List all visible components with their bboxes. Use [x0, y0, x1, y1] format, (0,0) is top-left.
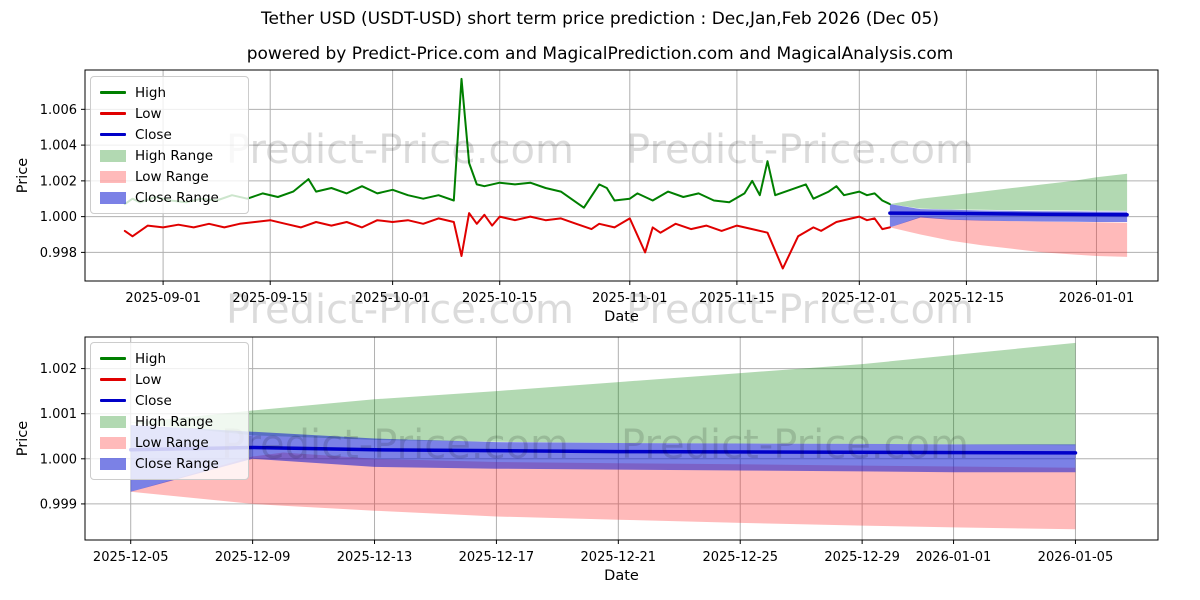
legend-label: High	[135, 84, 167, 101]
legend-label: Low Range	[135, 168, 209, 185]
legend-label: Close	[135, 126, 172, 143]
legend-item-low-range: Low Range	[100, 168, 238, 185]
legend-item-low-range: Low Range	[100, 434, 238, 451]
legend-item-close: Close	[100, 126, 238, 143]
y-tick-label: 1.002	[40, 174, 77, 189]
legend-item-high: High	[100, 84, 238, 101]
low-line	[123, 212, 891, 270]
high-line	[123, 77, 891, 209]
high-range-swatch	[100, 149, 126, 162]
x-tick-label: 2025-12-17	[459, 550, 535, 565]
watermark: Predict-Price.com	[626, 287, 974, 333]
legend-label: Close	[135, 392, 172, 409]
y-tick-label: 1.000	[40, 452, 77, 467]
y-tick-label: 1.002	[40, 362, 77, 377]
x-tick-label: 2026-01-05	[1038, 550, 1114, 565]
x-tick-label: 2025-12-01	[822, 291, 898, 306]
legend-top-chart: High Low Close High Range Low Range Close Ran…	[90, 76, 249, 214]
legend-item-high-range: High Range	[100, 413, 238, 430]
watermark: Predict-Price.com	[226, 287, 574, 333]
legend-bottom-chart: High Low Close High Range Low Range Close Ran…	[90, 342, 249, 480]
close-range-band	[130, 425, 1076, 492]
close-line	[888, 211, 1129, 217]
x-tick-label: 2026-01-01	[1059, 291, 1135, 306]
low-range-swatch	[100, 436, 126, 449]
high-swatch	[100, 91, 126, 94]
y-tick-label: 1.004	[40, 139, 77, 154]
legend-label: High Range	[135, 147, 214, 164]
x-tick-label: 2025-11-01	[592, 291, 668, 306]
high-range-swatch	[100, 415, 126, 428]
close-range-swatch	[100, 457, 126, 470]
x-tick-label: 2025-12-29	[824, 550, 900, 565]
figure-subtitle: powered by Predict-Price.com and Magical…	[246, 44, 954, 64]
legend-label: Close Range	[135, 455, 219, 472]
figure-title: Tether USD (USDT-USD) short term price p…	[261, 9, 939, 29]
legend-item-low: Low	[100, 371, 238, 388]
x-tick-label: 2025-12-15	[929, 291, 1005, 306]
close-swatch	[100, 133, 126, 136]
legend-label: High Range	[135, 413, 214, 430]
y-tick-label: 0.998	[40, 246, 77, 261]
plot-border	[84, 69, 1159, 282]
y-tick-label: 1.001	[40, 407, 77, 422]
x-tick-label: 2025-12-25	[702, 550, 778, 565]
legend-label: Low Range	[135, 434, 209, 451]
close-range-band	[889, 204, 1128, 228]
plot-border	[84, 336, 1159, 541]
low-range-swatch	[100, 170, 126, 183]
legend-item-close: Close	[100, 392, 238, 409]
x-tick-label: 2025-12-21	[581, 550, 657, 565]
x-axis-label: Date	[604, 309, 639, 325]
legend-item-low: Low	[100, 105, 238, 122]
y-axis-label: Price	[15, 421, 31, 456]
chart-forecast-detail: 2025-12-05 2025-12-09 2025-12-13 2025-12-17…	[15, 336, 1159, 584]
legend-item-high-range: High Range	[100, 147, 238, 164]
high-swatch	[100, 357, 126, 360]
low-range-band	[130, 452, 1076, 530]
y-tick-label: 1.000	[40, 210, 77, 225]
watermark: Predict-Price.com	[621, 422, 969, 468]
y-tick-label: 1.006	[40, 103, 77, 118]
x-tick-label: 2025-11-15	[699, 291, 775, 306]
low-swatch	[100, 112, 126, 115]
x-tick-label: 2025-12-13	[337, 550, 413, 565]
legend-label: Low	[135, 371, 162, 388]
watermark: Predict-Price.com	[626, 127, 974, 173]
x-tick-label: 2025-09-01	[125, 291, 201, 306]
legend-label: Low	[135, 105, 162, 122]
high-range-band	[889, 173, 1128, 211]
low-swatch	[100, 378, 126, 381]
x-tick-label: 2025-12-05	[93, 550, 169, 565]
y-tick-label: 0.999	[40, 497, 77, 512]
y-axis-label: Price	[15, 158, 31, 193]
watermark: Predict-Price.com	[226, 127, 574, 173]
close-swatch	[100, 399, 126, 402]
x-tick-label: 2025-12-09	[215, 550, 291, 565]
legend-item-high: High	[100, 350, 238, 367]
x-tick-label: 2026-01-01	[916, 550, 992, 565]
x-tick-label: 2025-10-01	[355, 291, 431, 306]
legend-label: High	[135, 350, 167, 367]
legend-item-close-range: Close Range	[100, 189, 238, 206]
x-tick-label: 2025-10-15	[462, 291, 538, 306]
low-range-band	[889, 216, 1128, 257]
legend-label: Close Range	[135, 189, 219, 206]
high-range-band	[130, 342, 1076, 446]
watermark: Predict-Price.com	[221, 422, 569, 468]
legend-item-close-range: Close Range	[100, 455, 238, 472]
close-range-swatch	[100, 191, 126, 204]
chart-history-and-forecast: 2025-09-01 2025-09-15 2025-10-01 2025-10-15…	[15, 69, 1159, 325]
x-tick-label: 2025-09-15	[232, 291, 308, 306]
x-axis-label: Date	[604, 568, 639, 584]
